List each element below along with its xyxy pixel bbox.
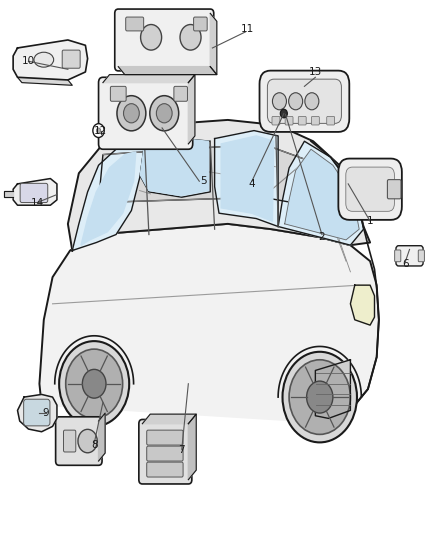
Circle shape <box>59 341 129 426</box>
Circle shape <box>180 25 201 50</box>
Circle shape <box>280 109 287 118</box>
FancyBboxPatch shape <box>147 430 183 445</box>
Text: 9: 9 <box>42 408 49 418</box>
Polygon shape <box>140 139 208 196</box>
Polygon shape <box>18 77 72 85</box>
Circle shape <box>283 352 357 442</box>
Text: 4: 4 <box>248 179 255 189</box>
Circle shape <box>66 349 123 418</box>
FancyBboxPatch shape <box>259 70 349 132</box>
FancyBboxPatch shape <box>64 430 76 452</box>
Polygon shape <box>103 75 195 83</box>
Circle shape <box>93 124 104 138</box>
Circle shape <box>289 360 350 434</box>
Circle shape <box>96 128 101 133</box>
FancyBboxPatch shape <box>110 86 126 101</box>
Circle shape <box>141 25 162 50</box>
Ellipse shape <box>34 52 53 67</box>
FancyBboxPatch shape <box>174 86 187 101</box>
FancyBboxPatch shape <box>56 417 102 465</box>
FancyBboxPatch shape <box>272 117 280 125</box>
FancyBboxPatch shape <box>147 446 183 461</box>
FancyBboxPatch shape <box>99 77 193 149</box>
Polygon shape <box>210 13 217 75</box>
FancyBboxPatch shape <box>298 117 306 125</box>
Polygon shape <box>99 144 307 205</box>
Polygon shape <box>142 414 196 424</box>
Polygon shape <box>81 152 136 245</box>
Circle shape <box>78 430 97 453</box>
Polygon shape <box>350 285 374 325</box>
Text: 6: 6 <box>402 259 409 269</box>
Polygon shape <box>18 394 57 432</box>
Polygon shape <box>221 136 274 221</box>
FancyBboxPatch shape <box>115 9 214 71</box>
FancyBboxPatch shape <box>285 117 293 125</box>
FancyBboxPatch shape <box>62 50 80 68</box>
FancyBboxPatch shape <box>395 250 401 262</box>
FancyBboxPatch shape <box>147 462 183 477</box>
Text: 1: 1 <box>367 216 374 226</box>
Circle shape <box>82 369 106 398</box>
Text: 12: 12 <box>94 126 107 135</box>
Polygon shape <box>99 413 105 461</box>
FancyBboxPatch shape <box>126 17 144 31</box>
Polygon shape <box>188 75 195 144</box>
Polygon shape <box>140 139 210 197</box>
FancyBboxPatch shape <box>418 250 424 262</box>
FancyBboxPatch shape <box>267 79 342 124</box>
FancyBboxPatch shape <box>327 117 335 125</box>
Polygon shape <box>215 131 278 227</box>
Polygon shape <box>13 179 57 205</box>
Circle shape <box>307 381 333 413</box>
Text: 5: 5 <box>200 176 207 186</box>
Text: 8: 8 <box>91 440 98 450</box>
FancyBboxPatch shape <box>338 159 402 220</box>
Circle shape <box>117 96 146 131</box>
Circle shape <box>305 93 319 110</box>
Text: 2: 2 <box>318 232 325 242</box>
Text: 7: 7 <box>178 446 185 455</box>
Text: 14: 14 <box>31 198 44 207</box>
Text: 11: 11 <box>241 25 254 34</box>
FancyBboxPatch shape <box>24 399 50 426</box>
Circle shape <box>124 103 139 123</box>
Polygon shape <box>315 360 350 418</box>
Circle shape <box>272 93 286 110</box>
Polygon shape <box>39 224 379 421</box>
Polygon shape <box>72 141 145 251</box>
Polygon shape <box>188 414 196 480</box>
Polygon shape <box>13 40 88 80</box>
FancyBboxPatch shape <box>139 419 192 484</box>
Circle shape <box>156 103 172 123</box>
FancyBboxPatch shape <box>396 246 423 266</box>
Circle shape <box>289 93 303 110</box>
Polygon shape <box>285 149 359 240</box>
Polygon shape <box>118 67 217 75</box>
FancyBboxPatch shape <box>20 183 48 203</box>
FancyBboxPatch shape <box>346 167 394 212</box>
Circle shape <box>150 96 179 131</box>
FancyBboxPatch shape <box>194 17 207 31</box>
Polygon shape <box>4 191 13 197</box>
Text: 10: 10 <box>22 56 35 66</box>
Polygon shape <box>278 141 364 245</box>
Polygon shape <box>68 120 370 251</box>
Text: 13: 13 <box>309 67 322 77</box>
FancyBboxPatch shape <box>311 117 319 125</box>
FancyBboxPatch shape <box>387 180 401 199</box>
